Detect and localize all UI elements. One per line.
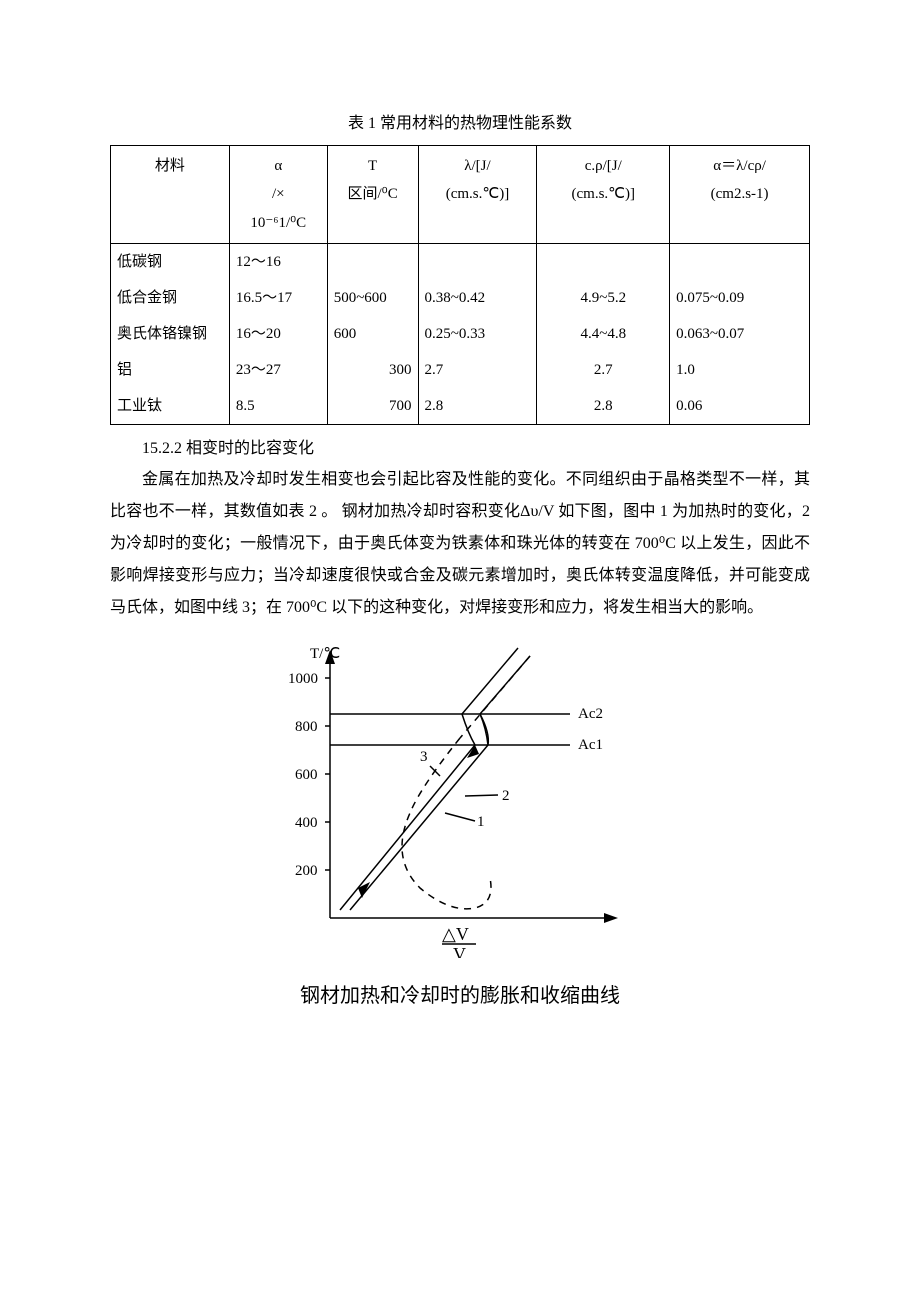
table-row: 工业钛 8.5 700 2.8 2.8 0.06 xyxy=(111,388,810,425)
ytick-400: 400 xyxy=(295,815,318,831)
th-lambda: λ/[J/ (cm.s.℃)] xyxy=(418,145,537,244)
x-axis-label-top: △V xyxy=(442,924,469,944)
ytick-1000: 1000 xyxy=(288,671,318,687)
th-alpha: α /× 10⁻⁶1/⁰C xyxy=(229,145,327,244)
ytick-800: 800 xyxy=(295,719,318,735)
body-paragraph: 金属在加热及冷却时发生相变也会引起比容及性能的变化。不同组织由于晶格类型不一样，… xyxy=(110,464,810,624)
table-header-row: 材料 α /× 10⁻⁶1/⁰C T 区间/⁰C λ/[J/ (cm.s.℃)]… xyxy=(111,145,810,244)
th-t-range: T 区间/⁰C xyxy=(327,145,418,244)
th-material: 材料 xyxy=(111,145,230,244)
ac1-label: Ac1 xyxy=(578,737,603,753)
table-row: 铝 23～27 300 2.7 2.7 1.0 xyxy=(111,352,810,388)
y-axis-label: T/℃ xyxy=(310,646,340,662)
curve-2-label: 2 xyxy=(502,788,510,804)
materials-table: 材料 α /× 10⁻⁶1/⁰C T 区间/⁰C λ/[J/ (cm.s.℃)]… xyxy=(110,145,810,426)
curve-3-label: 3 xyxy=(420,749,428,765)
th-crho: c.ρ/[J/ (cm.s.℃)] xyxy=(537,145,670,244)
curve-1-label: 1 xyxy=(477,814,485,830)
ytick-600: 600 xyxy=(295,767,318,783)
table-row: 奥氏体铬镍钢 16～20 600 0.25~0.33 4.4~4.8 0.063… xyxy=(111,316,810,352)
table-row: 低碳钢 12～16 xyxy=(111,244,810,281)
chart-caption: 钢材加热和冷却时的膨胀和收缩曲线 xyxy=(110,978,810,1014)
table-body: 低碳钢 12～16 低合金钢 16.5～17 500~600 0.38~0.42… xyxy=(111,244,810,425)
th-alpha2: α＝λ/cρ/ (cm2.s-1) xyxy=(670,145,810,244)
table-row: 低合金钢 16.5～17 500~600 0.38~0.42 4.9~5.2 0… xyxy=(111,280,810,316)
ytick-200: 200 xyxy=(295,863,318,879)
expansion-chart: T/℃ 200 400 600 800 1000 Ac2 Ac1 xyxy=(110,638,810,958)
table-caption: 表 1 常用材料的热物理性能系数 xyxy=(110,110,810,139)
ac2-label: Ac2 xyxy=(578,706,603,722)
section-heading: 15.2.2 相变时的比容变化 xyxy=(110,435,810,464)
x-axis-label-bottom: V xyxy=(453,944,466,958)
